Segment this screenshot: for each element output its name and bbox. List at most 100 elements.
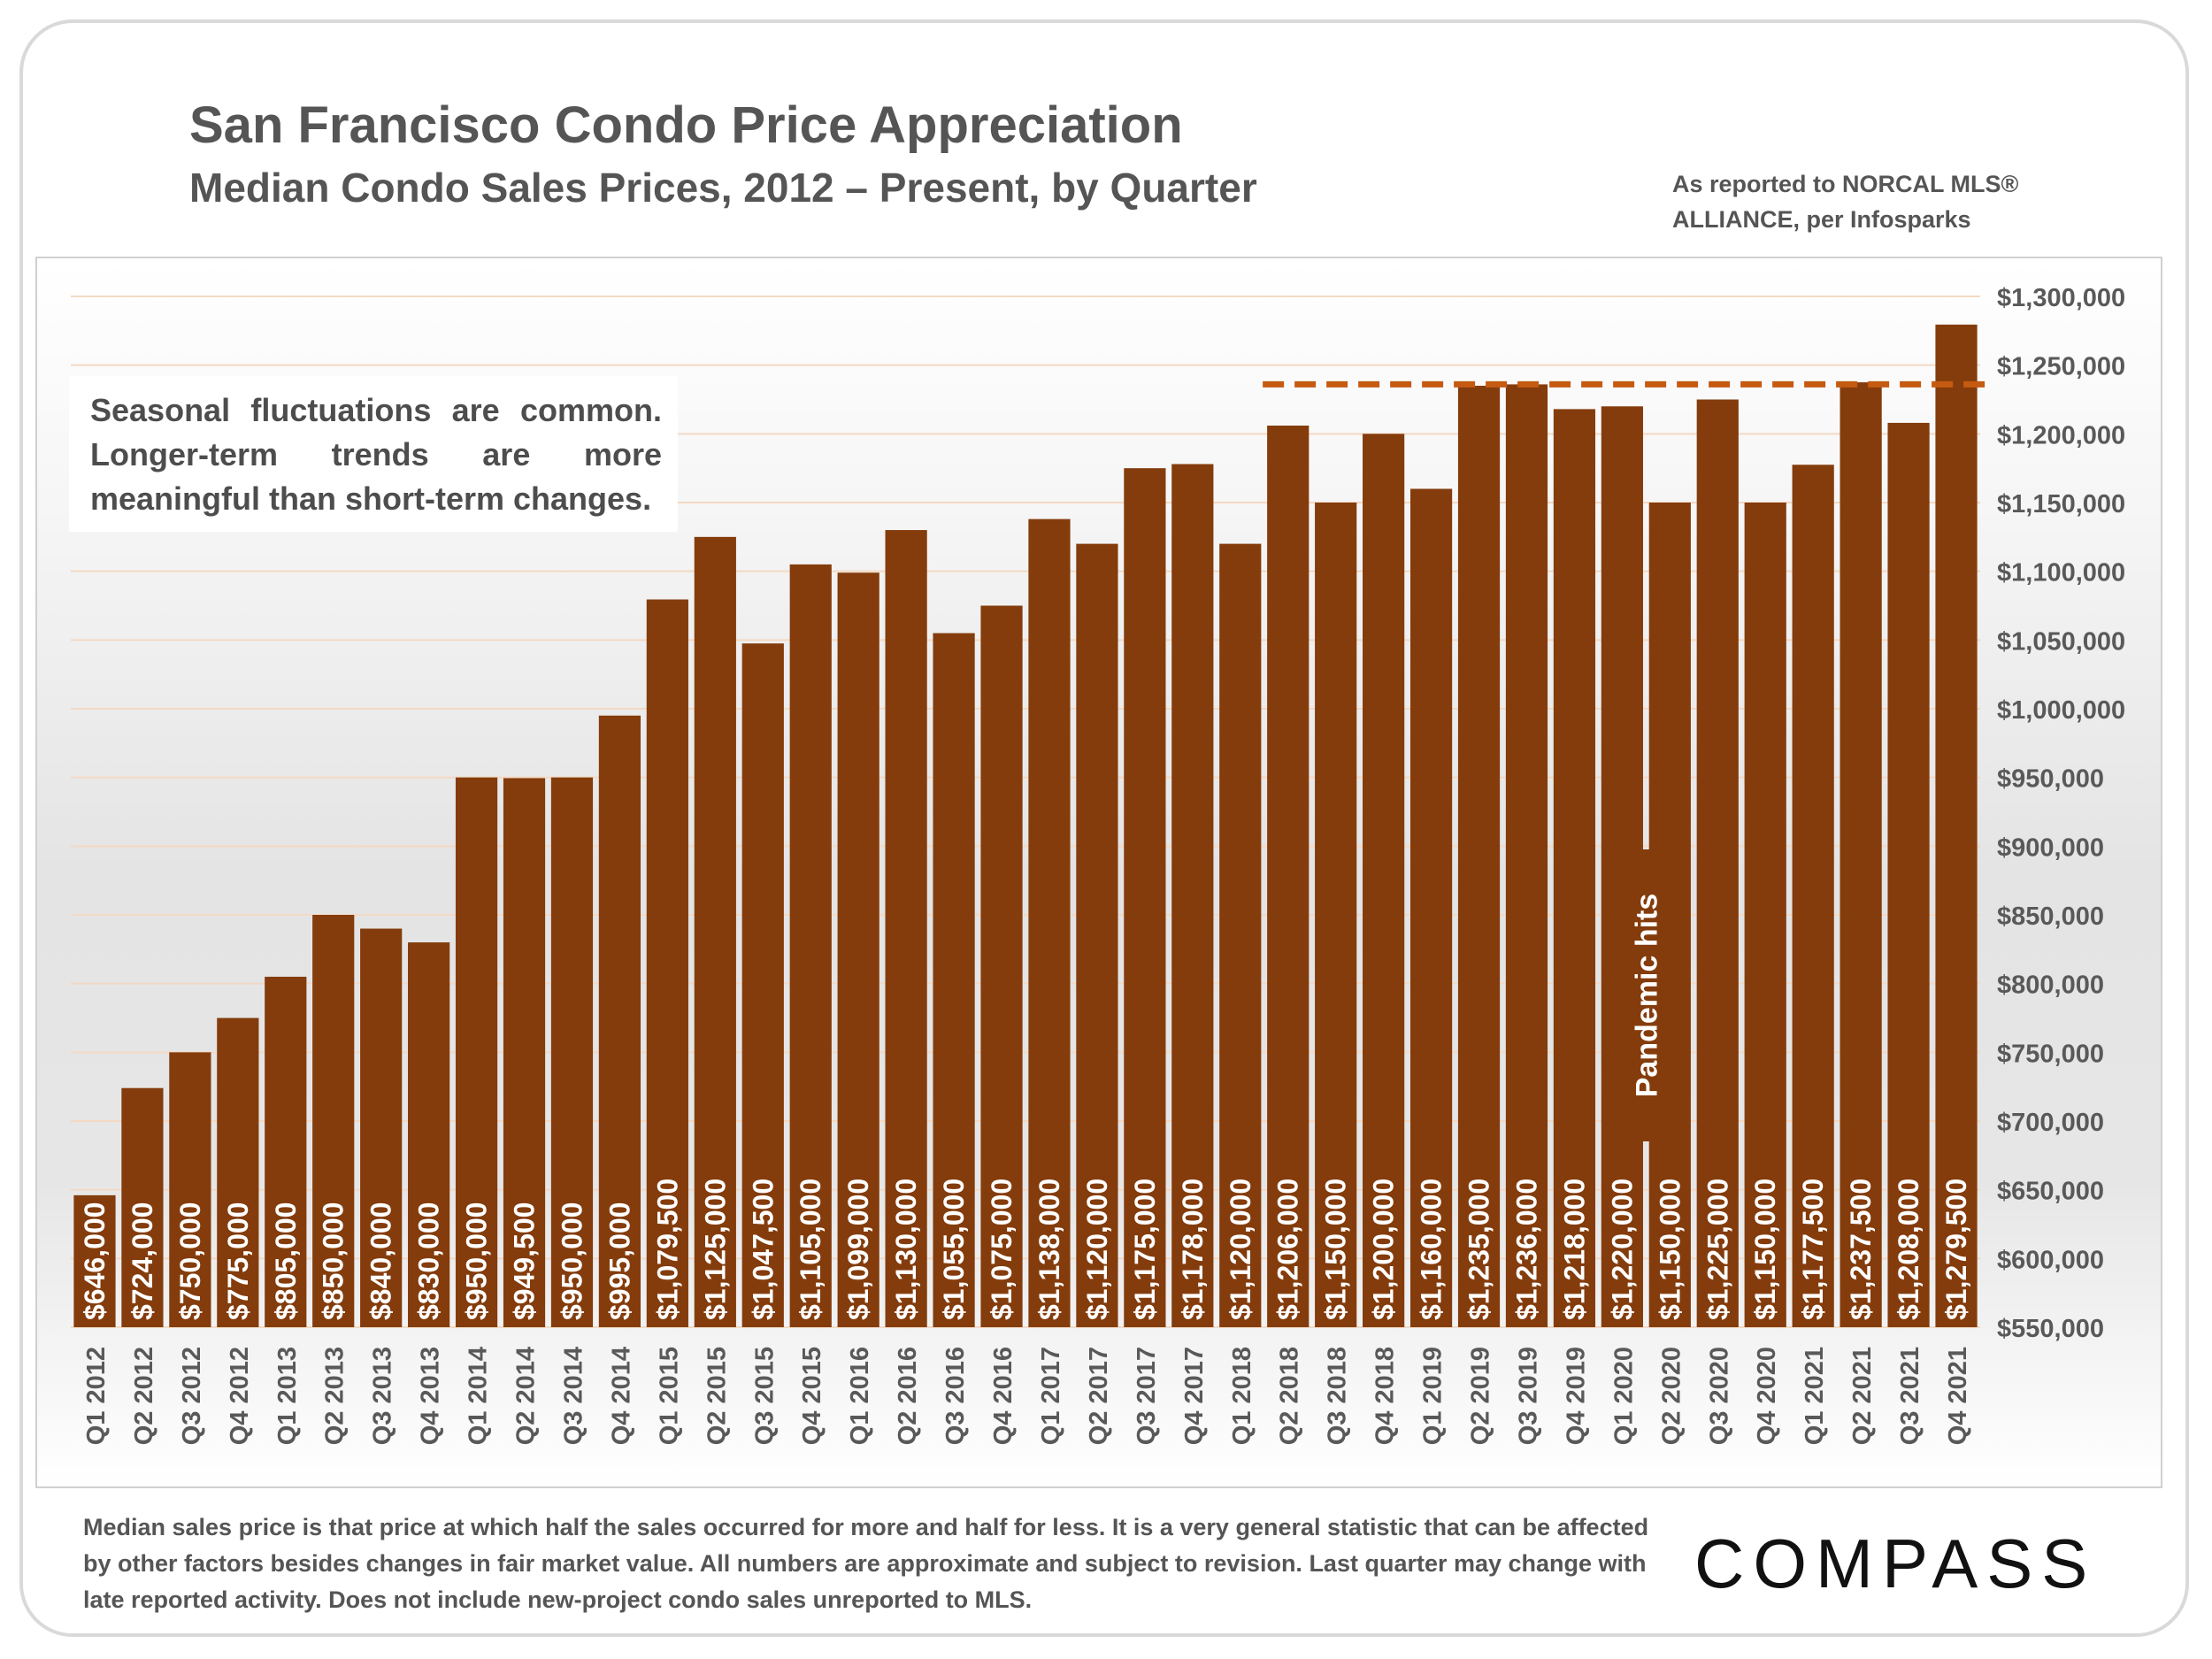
bar-value-label: $1,079,500	[651, 1179, 683, 1320]
x-category-label: Q1 2019	[1419, 1347, 1448, 1445]
bar-value-label: $805,000	[270, 1202, 302, 1320]
bar	[789, 564, 832, 1327]
x-category-label: Q3 2018	[1324, 1347, 1352, 1445]
y-tick-label: $800,000	[1997, 972, 2104, 1000]
bar-value-label: $750,000	[174, 1202, 206, 1320]
y-tick-label: $1,150,000	[1997, 490, 2125, 518]
bar	[1887, 422, 1930, 1327]
x-category-label: Q3 2013	[369, 1347, 397, 1445]
bar-value-label: $1,220,000	[1606, 1179, 1638, 1320]
bar-value-label: $949,500	[509, 1202, 541, 1320]
bar	[598, 715, 641, 1327]
x-category-label: Q4 2017	[1180, 1347, 1209, 1445]
x-category-label: Q1 2013	[273, 1347, 302, 1445]
x-category-label: Q3 2016	[941, 1347, 970, 1445]
bar-value-label: $950,000	[556, 1202, 588, 1320]
bar-value-label: $1,206,000	[1272, 1179, 1304, 1320]
x-category-label: Q1 2012	[82, 1347, 111, 1445]
bar-value-label: $1,235,000	[1463, 1179, 1495, 1320]
bar-value-label: $1,225,000	[1701, 1179, 1733, 1320]
bar-value-label: $1,055,000	[938, 1179, 970, 1320]
y-tick-label: $850,000	[1997, 902, 2104, 931]
x-category-label: Q1 2014	[465, 1347, 493, 1445]
bar	[455, 777, 498, 1327]
bar	[1124, 468, 1166, 1327]
bar-value-label: $1,150,000	[1749, 1179, 1781, 1320]
pandemic-annotation-box	[1621, 849, 1671, 1141]
x-category-label: Q2 2018	[1276, 1347, 1304, 1445]
bar-value-label: $1,160,000	[1416, 1179, 1448, 1320]
x-category-label: Q2 2012	[130, 1347, 158, 1445]
bar-value-label: $1,120,000	[1225, 1179, 1256, 1320]
y-tick-label: $1,100,000	[1997, 559, 2125, 588]
x-category-label: Q2 2017	[1085, 1347, 1113, 1445]
bar-value-label: $1,047,500	[747, 1179, 779, 1320]
x-category-label: Q1 2016	[846, 1347, 874, 1445]
bar	[550, 777, 594, 1327]
chart-title: San Francisco Condo Price Appreciation	[189, 96, 1183, 154]
bar-value-label: $646,000	[79, 1202, 111, 1320]
bar-value-label: $1,177,500	[1797, 1179, 1829, 1320]
x-category-label: Q2 2020	[1657, 1347, 1686, 1445]
bar-value-label: $1,208,000	[1893, 1179, 1924, 1320]
bar-value-label: $1,130,000	[890, 1179, 922, 1320]
x-category-label: Q2 2021	[1848, 1347, 1877, 1445]
x-category-label: Q4 2016	[989, 1347, 1018, 1445]
bar	[1028, 518, 1071, 1327]
y-tick-label: $750,000	[1997, 1040, 2104, 1068]
x-category-label: Q4 2018	[1371, 1347, 1400, 1445]
bar	[1076, 543, 1118, 1327]
bar-value-label: $950,000	[461, 1202, 493, 1320]
bar	[1219, 543, 1262, 1327]
bar	[694, 536, 736, 1327]
bar	[121, 1087, 164, 1327]
x-category-label: Q3 2021	[1896, 1347, 1924, 1445]
x-category-label: Q1 2015	[655, 1347, 683, 1445]
y-tick-label: $1,250,000	[1997, 353, 2125, 381]
bar-value-label: $1,218,000	[1558, 1179, 1590, 1320]
y-tick-label: $700,000	[1997, 1109, 2104, 1137]
x-category-label: Q1 2018	[1228, 1347, 1256, 1445]
bar-value-label: $1,138,000	[1033, 1179, 1065, 1320]
pandemic-annotation-label: Pandemic hits	[1630, 894, 1663, 1098]
x-category-label: Q1 2021	[1801, 1347, 1829, 1445]
source-note: As reported to NORCAL MLS® ALLIANCE, per…	[1672, 171, 2019, 233]
bar-value-label: $850,000	[318, 1202, 349, 1320]
x-category-label: Q3 2015	[750, 1347, 779, 1445]
bar	[1171, 464, 1214, 1327]
bar-value-label: $1,099,000	[842, 1179, 874, 1320]
x-category-label: Q2 2015	[703, 1347, 731, 1445]
bar	[837, 572, 879, 1327]
bar	[885, 530, 927, 1327]
x-category-label: Q3 2012	[178, 1347, 206, 1445]
bar-value-label: $1,105,000	[795, 1179, 826, 1320]
bar	[1792, 465, 1834, 1327]
bar-value-label: $995,000	[603, 1202, 635, 1320]
bar-value-label: $1,236,000	[1510, 1179, 1542, 1320]
bar	[1409, 488, 1453, 1327]
x-category-label: Q4 2013	[417, 1347, 445, 1445]
x-category-label: Q4 2020	[1753, 1347, 1781, 1445]
bar	[1363, 434, 1405, 1327]
bar	[1457, 385, 1501, 1327]
x-category-label: Q3 2019	[1514, 1347, 1542, 1445]
bar	[1696, 399, 1739, 1327]
y-tick-label: $1,050,000	[1997, 627, 2125, 656]
bar-value-label: $1,237,500	[1845, 1179, 1877, 1320]
x-category-label: Q4 2015	[798, 1347, 826, 1445]
x-category-label: Q2 2014	[512, 1347, 541, 1445]
x-category-label: Q3 2017	[1133, 1347, 1161, 1445]
y-tick-label: $550,000	[1997, 1315, 2104, 1343]
x-category-label: Q1 2017	[1037, 1347, 1065, 1445]
x-category-label: Q4 2012	[226, 1347, 254, 1445]
compass-logo: COMPASS	[1694, 1525, 2097, 1602]
y-tick-label: $1,000,000	[1997, 696, 2125, 725]
bar	[1935, 324, 1978, 1328]
bar	[1267, 426, 1310, 1328]
y-tick-label: $650,000	[1997, 1178, 2104, 1206]
bar	[1505, 384, 1548, 1327]
bar	[980, 605, 1023, 1327]
bar-value-label: $1,120,000	[1081, 1179, 1113, 1320]
bar-value-label: $1,200,000	[1368, 1179, 1400, 1320]
